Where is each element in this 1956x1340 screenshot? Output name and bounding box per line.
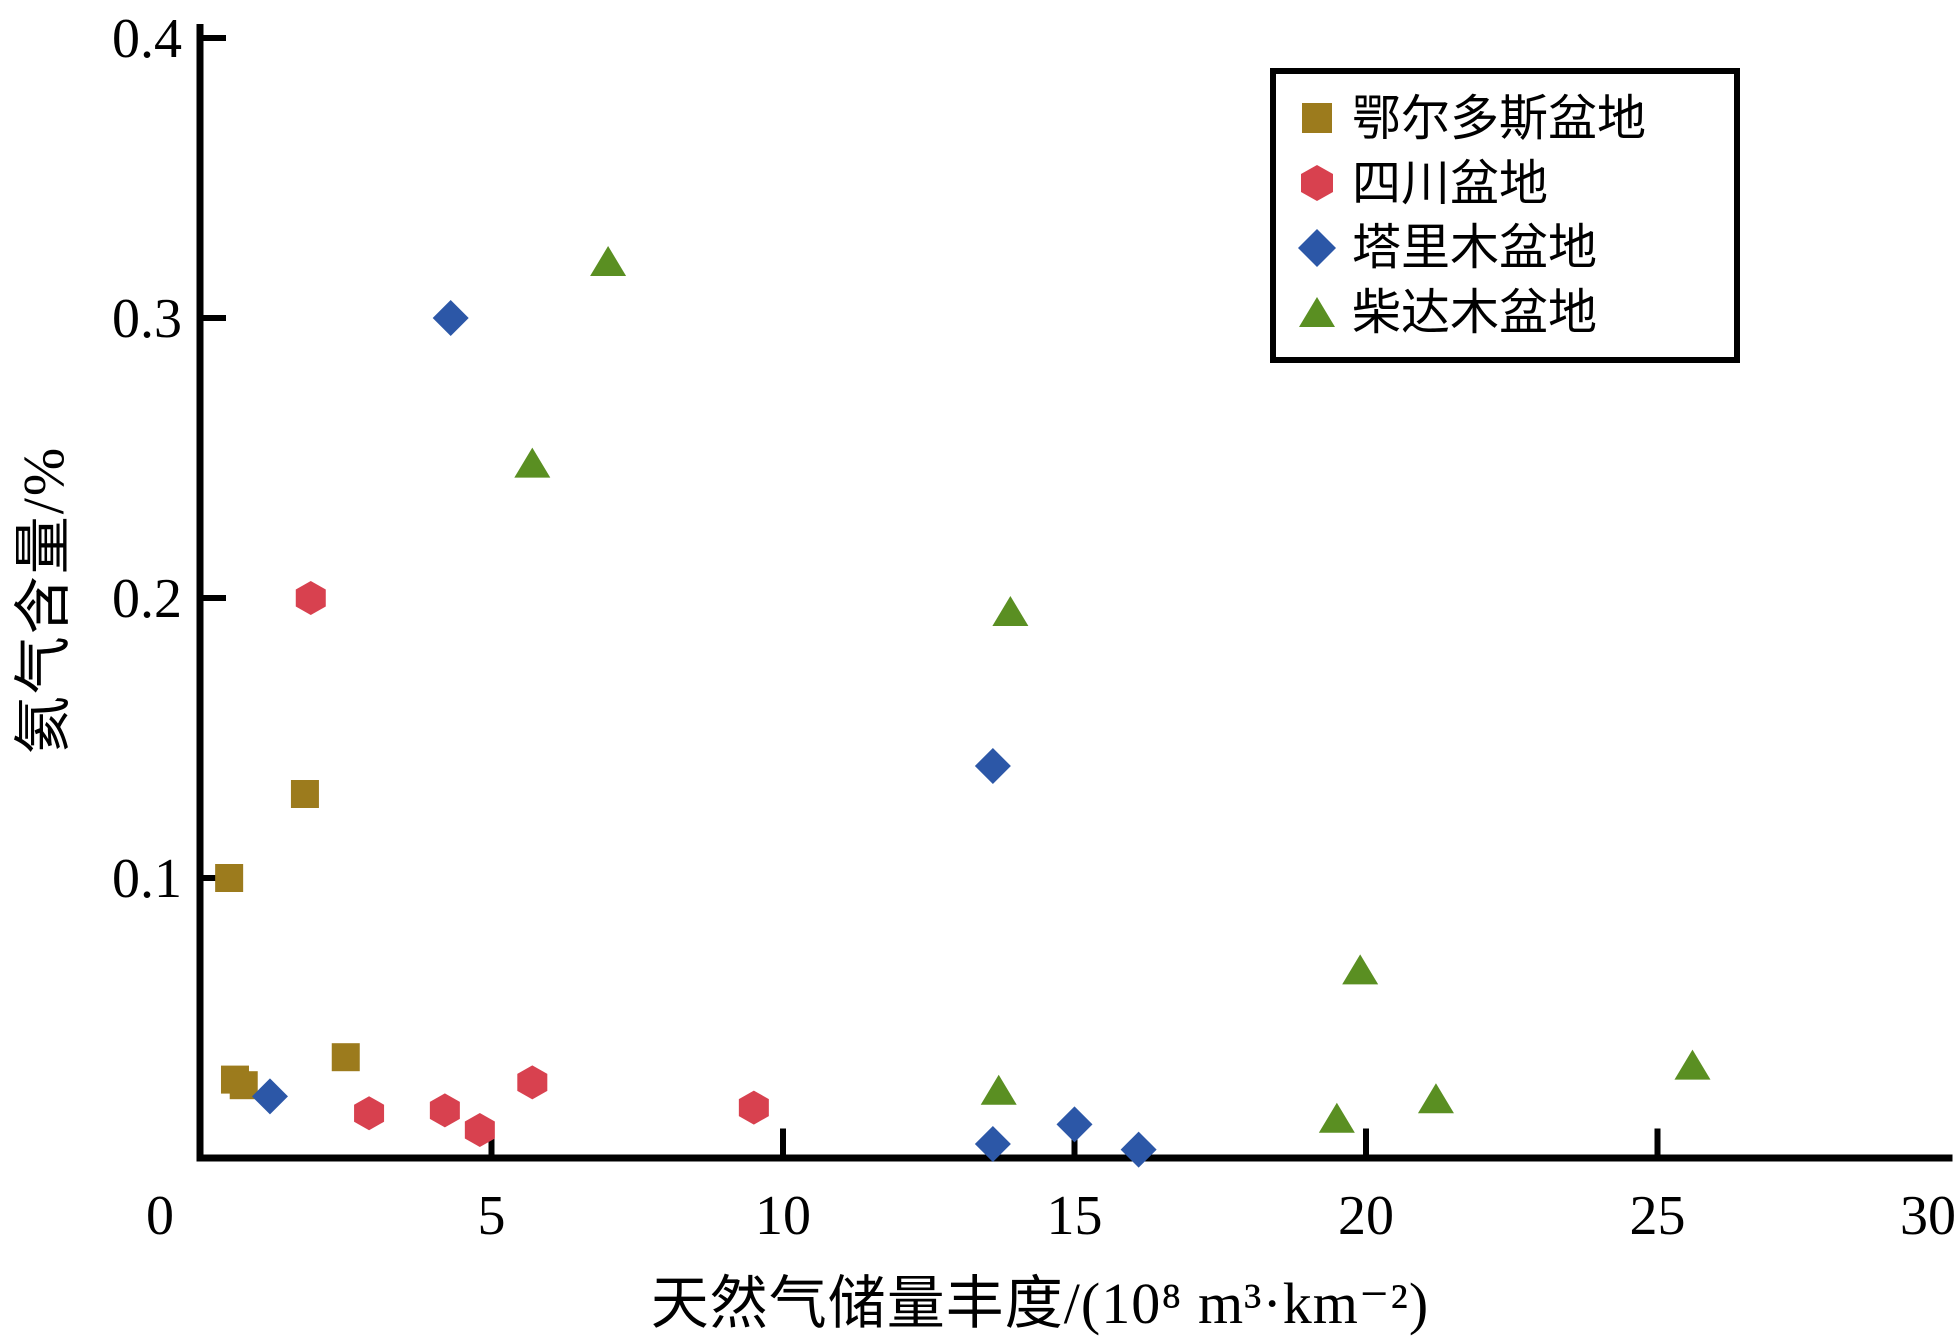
- data-point-hexagon: [354, 1096, 385, 1131]
- data-point-triangle: [992, 596, 1029, 626]
- triangle-icon: [1299, 296, 1335, 327]
- hexagon-marker: [1301, 165, 1333, 202]
- square-marker: [1302, 103, 1332, 134]
- y-tick-label: 0.1: [112, 848, 182, 910]
- x-tick: [1363, 1128, 1369, 1155]
- data-point-hexagon: [464, 1113, 495, 1147]
- legend-item-tarim-basin: 塔里木盆地: [1296, 223, 1734, 272]
- data-point-diamond: [1056, 1106, 1093, 1143]
- data-point-diamond: [251, 1078, 288, 1115]
- x-tick-label: 25: [1630, 1185, 1686, 1247]
- x-tick: [488, 1128, 495, 1155]
- data-point-diamond: [432, 300, 469, 336]
- diamond-icon: [1298, 228, 1336, 267]
- data-point-triangle: [1318, 1102, 1355, 1133]
- x-tick-label: 5: [478, 1185, 506, 1247]
- y-tick: [200, 875, 226, 881]
- legend: 鄂尔多斯盆地 四川盆地 塔里木盆地 柴达木盆地: [1270, 68, 1740, 363]
- legend-label: 塔里木盆地: [1352, 220, 1598, 276]
- data-point-triangle: [980, 1074, 1017, 1105]
- data-point-square: [331, 1043, 360, 1072]
- x-tick-label: 30: [1900, 1185, 1956, 1247]
- data-point-triangle: [590, 246, 627, 276]
- data-point-diamond: [974, 1126, 1011, 1162]
- x-tick-label: 10: [755, 1185, 811, 1247]
- data-point-hexagon: [738, 1090, 769, 1125]
- legend-label: 四川盆地: [1352, 155, 1549, 211]
- data-point-hexagon: [429, 1093, 460, 1128]
- data-point-diamond: [1120, 1131, 1157, 1168]
- x-tick-label: 15: [1047, 1185, 1103, 1247]
- data-point-square: [290, 780, 319, 808]
- y-axis-title: 氦气含量/%: [11, 445, 76, 755]
- data-point-triangle: [1417, 1083, 1454, 1114]
- x-tick-label: 0: [146, 1185, 174, 1247]
- data-point-triangle: [1674, 1049, 1711, 1080]
- diamond-marker: [1298, 228, 1336, 267]
- data-point-square: [215, 864, 244, 892]
- legend-item-qaidam-basin: 柴达木盆地: [1296, 288, 1734, 337]
- x-tick: [1654, 1128, 1661, 1155]
- triangle-marker: [1299, 296, 1335, 327]
- hexagon-icon: [1301, 165, 1333, 202]
- y-tick: [200, 315, 226, 321]
- x-axis-title: 天然气储量丰度/(10⁸ m³·km⁻²): [650, 1271, 1430, 1336]
- legend-label: 鄂尔多斯盆地: [1352, 90, 1647, 146]
- y-tick-label: 0.4: [112, 8, 182, 70]
- square-icon: [1302, 103, 1332, 134]
- legend-item-ordos-basin: 鄂尔多斯盆地: [1296, 94, 1734, 143]
- data-point-hexagon: [295, 581, 326, 615]
- data-point-triangle: [514, 447, 551, 478]
- legend-label: 柴达木盆地: [1352, 285, 1598, 341]
- x-tick-label: 20: [1338, 1185, 1394, 1247]
- legend-item-sichuan-basin: 四川盆地: [1296, 159, 1734, 208]
- x-tick: [780, 1128, 786, 1155]
- data-point-triangle: [1342, 954, 1379, 985]
- y-tick-label: 0.2: [112, 568, 182, 630]
- data-point-hexagon: [517, 1065, 548, 1100]
- x-axis-spine: [196, 1154, 1953, 1162]
- data-point-square: [229, 1071, 258, 1100]
- y-tick: [200, 35, 226, 41]
- y-tick: [200, 595, 226, 601]
- y-tick-label: 0.3: [112, 288, 182, 350]
- data-point-diamond: [974, 748, 1011, 784]
- y-axis-spine: [196, 24, 204, 1162]
